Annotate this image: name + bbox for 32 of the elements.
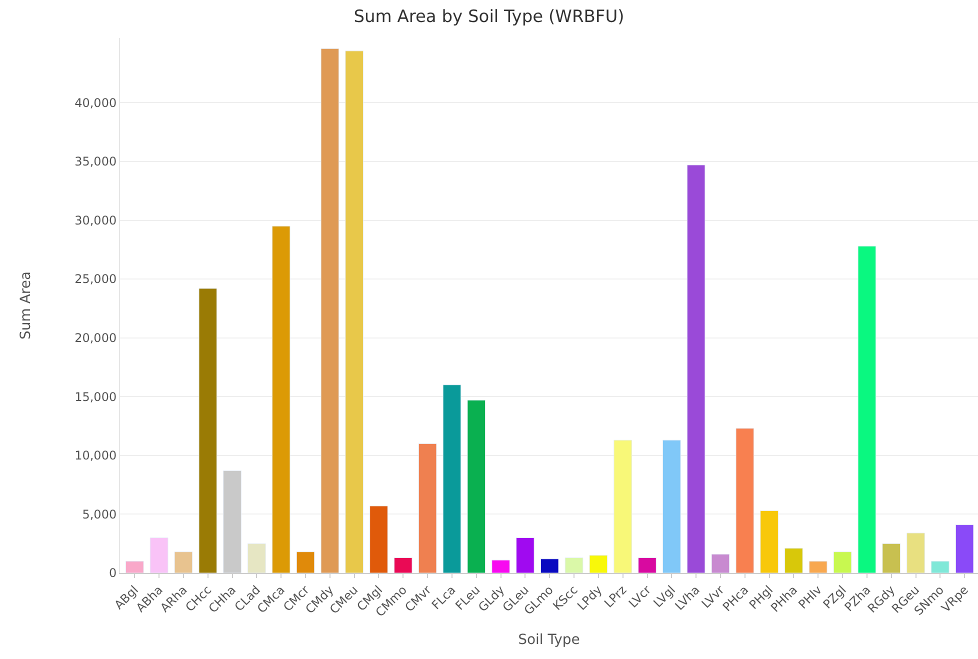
- bar: [955, 524, 974, 573]
- bar: [931, 560, 950, 573]
- bar: [296, 552, 315, 573]
- y-tick-label: 40,000: [74, 96, 117, 110]
- y-tick-label: 5,000: [82, 507, 117, 522]
- bar: [125, 560, 144, 573]
- bar: [833, 552, 852, 573]
- bar: [564, 557, 584, 573]
- bar: [638, 557, 656, 573]
- bar: [394, 557, 412, 573]
- y-tick-label: 0: [108, 566, 117, 580]
- bar: [784, 548, 803, 573]
- y-tick-label: 10,000: [74, 448, 117, 463]
- y-tick-label: 25,000: [74, 272, 117, 286]
- bar: [906, 532, 925, 573]
- bar: [808, 560, 828, 573]
- bar: [516, 537, 534, 573]
- x-axis-title: Soil Type: [518, 632, 580, 648]
- bar: [589, 555, 608, 573]
- bar: [882, 543, 901, 573]
- y-tick-label: 20,000: [74, 331, 117, 346]
- y-tick-label: 35,000: [74, 154, 117, 169]
- bar: [248, 543, 266, 573]
- bar: [711, 554, 730, 573]
- bar: [150, 537, 168, 573]
- bar: [174, 552, 193, 573]
- y-tick-label: 30,000: [74, 213, 117, 228]
- chart-title: Sum Area by Soil Type (WRBFU): [354, 6, 624, 27]
- bar: [492, 560, 510, 573]
- bar: [540, 558, 559, 573]
- y-axis-title: Sum Area: [18, 271, 34, 340]
- y-tick-label: 15,000: [74, 390, 117, 404]
